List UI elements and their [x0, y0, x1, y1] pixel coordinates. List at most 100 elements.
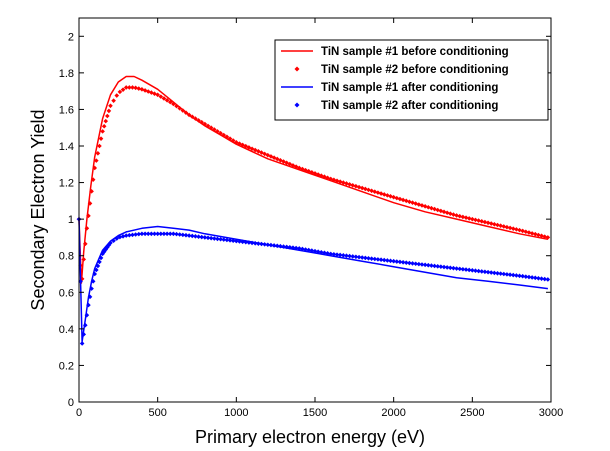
series-4-marker [473, 268, 478, 274]
series-2-marker [234, 140, 239, 145]
series-4-marker [334, 252, 340, 257]
series-2-marker [375, 190, 381, 195]
series-2 [76, 85, 551, 282]
series-4-marker [262, 242, 267, 247]
series-4-marker [347, 253, 352, 259]
series-2-marker [488, 221, 494, 226]
series-4-marker [485, 269, 491, 275]
legend-label: TiN sample #1 before conditioning [321, 46, 509, 58]
series-2-marker [101, 123, 107, 129]
series-2-marker [476, 218, 481, 223]
series-2-marker [407, 199, 412, 205]
series-2-marker [167, 99, 173, 105]
series-4-marker [234, 238, 239, 244]
series-4-marker [227, 238, 233, 243]
series-2-marker [106, 108, 112, 114]
series-4-marker [488, 270, 494, 275]
series-4-marker [476, 268, 481, 274]
series-4-marker [359, 255, 365, 260]
series-2-marker [372, 189, 378, 195]
series-2-marker [240, 142, 245, 148]
series-2-marker [457, 213, 463, 219]
series-2-marker [278, 157, 283, 163]
series-2-marker [413, 201, 418, 206]
y-tick-label: 1 [68, 214, 74, 226]
series-4-marker [218, 236, 223, 242]
series-2-marker [520, 228, 525, 234]
series-4-marker [407, 260, 412, 266]
series-2-marker [532, 231, 538, 237]
series-2-marker [92, 165, 98, 171]
series-2-marker [510, 226, 516, 231]
series-2-marker [98, 136, 104, 141]
series-4-marker [139, 231, 145, 237]
series-2-marker [381, 192, 387, 197]
series-4-marker [315, 249, 321, 254]
series-4-marker [303, 247, 308, 252]
series-4-marker [337, 252, 343, 258]
series-2-marker [123, 85, 129, 90]
series-4-marker [432, 263, 437, 269]
legend-box [274, 39, 549, 121]
series-4-marker [545, 277, 551, 282]
series-4-marker [127, 232, 132, 238]
series-4-marker [186, 233, 192, 238]
series-4-marker [514, 273, 519, 278]
series-4-marker [422, 262, 428, 268]
series-4-marker [381, 257, 387, 263]
series-2-marker [466, 216, 472, 221]
series-2-marker [403, 198, 409, 204]
series-4-marker [520, 273, 525, 279]
series-4-marker [130, 232, 135, 238]
legend-marker-swatch [294, 66, 300, 72]
series-2-marker [237, 141, 242, 146]
series-2-marker [296, 165, 302, 171]
series-4-marker [265, 242, 271, 248]
series-2-marker [514, 227, 519, 232]
series-2-marker [127, 85, 132, 90]
series-4-marker [221, 237, 227, 242]
x-tick-label: 1000 [224, 407, 248, 419]
series-4-marker [86, 302, 91, 308]
series-2-marker [419, 203, 425, 208]
series-2-marker [312, 171, 318, 176]
series-4-marker [158, 231, 164, 237]
series-2-marker [482, 219, 488, 225]
series-2-marker [470, 216, 475, 222]
series-2-marker [274, 156, 280, 162]
series-3 [78, 219, 548, 343]
series-2-marker [394, 195, 400, 201]
x-tick-label: 0 [76, 407, 82, 419]
series-2-marker [262, 151, 267, 157]
series-4-marker [385, 258, 390, 263]
x-axis-title: Primary electron energy (eV) [195, 427, 425, 447]
series-4-marker [95, 263, 101, 269]
series-2-marker [193, 116, 198, 121]
series-4-marker [98, 255, 104, 261]
series-4-marker [507, 272, 513, 278]
series-2-marker [542, 234, 548, 239]
series-2-marker [199, 119, 205, 125]
series-4-marker [284, 244, 289, 250]
series-2-marker [145, 89, 151, 94]
series-4-marker [208, 235, 214, 241]
series-4-marker [199, 234, 205, 240]
series-4-marker [312, 248, 318, 254]
series-2-marker [139, 87, 145, 92]
series-4-marker [84, 312, 90, 318]
legend-entry-3: TiN sample #1 after conditioning [281, 82, 498, 94]
series-2-marker [130, 85, 135, 90]
series-4-marker [149, 231, 154, 237]
series-4-marker [482, 269, 488, 275]
series-4-marker [224, 237, 230, 243]
series-2-marker [161, 96, 167, 101]
series-4-marker [259, 241, 264, 247]
series-4-marker [136, 231, 142, 237]
series-2-marker [174, 103, 179, 109]
series-2-marker [164, 97, 170, 103]
series-2-marker [202, 121, 208, 127]
series-2-marker [526, 230, 532, 235]
series-2-marker [539, 233, 544, 239]
series-4-marker [510, 272, 516, 278]
series-2-marker [114, 93, 120, 98]
